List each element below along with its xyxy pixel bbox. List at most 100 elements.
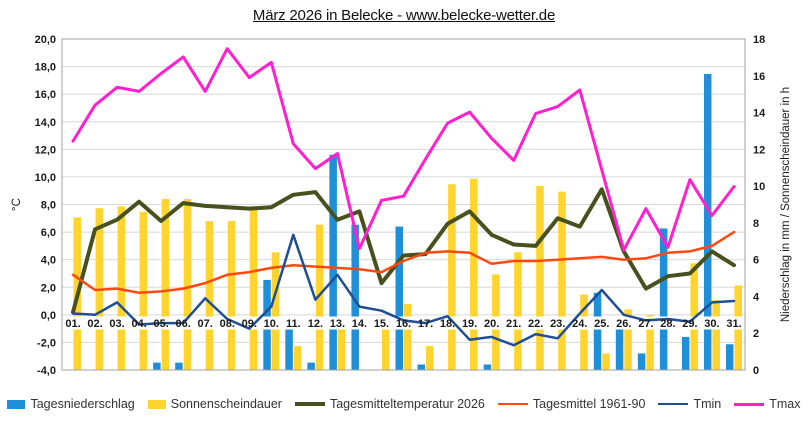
sunshine-bar (448, 184, 456, 370)
x-tick-label: 10. (264, 318, 279, 330)
sunshine-bar (514, 252, 522, 370)
precip-bar (703, 73, 712, 370)
left-axis-title: °C (11, 198, 23, 211)
sunshine-bar (404, 303, 412, 370)
x-tick-label-bg (306, 316, 324, 330)
x-tick-label-bg (86, 316, 104, 330)
x-tick-label-bg (505, 316, 523, 330)
y-tick-label-right: 14 (753, 108, 766, 120)
precip-bar (725, 344, 734, 370)
x-tick-label: 27. (638, 318, 653, 330)
y-tick-label-right: 10 (753, 181, 765, 193)
sunshine-bar (381, 324, 390, 370)
x-tick-label-bg (350, 316, 368, 330)
legend: Tagesniederschlag Sonnenscheindauer Tagesm… (0, 397, 808, 411)
x-tick-label-bg (681, 316, 699, 330)
t6190-line (71, 230, 736, 295)
y-tick-label-left: -2,0 (37, 337, 56, 349)
x-tick-label-bg (593, 316, 611, 330)
precip-bar (285, 318, 293, 370)
sunshine-bar (558, 191, 566, 370)
x-tick-label: 28. (660, 318, 675, 330)
x-tick-label-bg (196, 316, 214, 330)
sunshine-bar (227, 221, 236, 370)
tmin-legend-swatch (658, 402, 689, 406)
x-tick-label: 17. (418, 318, 433, 330)
y-tick-label-left: 4,0 (41, 255, 56, 267)
legend-item-tmin: Tmin (658, 397, 721, 411)
y-tick-label-left: 16,0 (35, 89, 56, 101)
legend-label: Tagesniederschlag (30, 397, 135, 411)
x-tick-label: 23. (550, 318, 565, 330)
precip-bar (417, 364, 426, 370)
x-tick-label: 26. (616, 318, 631, 330)
precip-bar (175, 362, 183, 370)
y-tick-label-right: 0 (753, 365, 759, 377)
precip-bar (659, 228, 668, 370)
precip-bar (593, 292, 602, 370)
x-tick-label: 15. (374, 318, 389, 330)
x-tick-label-bg (615, 316, 633, 330)
sunshine-bar (293, 346, 302, 370)
x-tick-label-bg (483, 316, 501, 330)
x-tick-label-bg (108, 316, 126, 330)
sunshine-bar (249, 206, 258, 370)
y-tick-label-left: 0,0 (41, 310, 56, 322)
x-tick-label: 04. (131, 318, 146, 330)
tmax-legend-swatch (734, 402, 765, 406)
y-tick-label-left: -4,0 (37, 365, 56, 377)
legend-label: Tagesmittel 1961-90 (532, 397, 646, 411)
sunshine-bar (183, 198, 192, 370)
sunshine-bar (602, 353, 610, 370)
y-tick-label-left: 6,0 (41, 227, 56, 239)
y-tick-label-left: 14,0 (35, 117, 56, 129)
legend-item-sunshine: Sonnenscheindauer (147, 397, 282, 411)
y-tick-label-left: 10,0 (35, 172, 56, 184)
x-tick-label: 25. (594, 318, 609, 330)
x-tick-label-bg (527, 316, 545, 330)
precip-bar (351, 224, 359, 370)
legend-item-t2026: Tagesmitteltemperatur 2026 (294, 397, 485, 411)
y-tick-label-left: 12,0 (35, 144, 56, 156)
x-tick-label: 06. (176, 318, 191, 330)
x-tick-label: 05. (153, 318, 168, 330)
tmin-line (71, 233, 736, 347)
x-tick-label-bg (703, 316, 721, 330)
x-tick-label: 16. (396, 318, 411, 330)
sunshine-bar (271, 252, 280, 370)
x-tick-label: 02. (87, 318, 102, 330)
sunshine-bar (646, 314, 654, 370)
tmax-line (71, 47, 736, 252)
x-tick-label: 08. (220, 318, 235, 330)
precip-bar (307, 362, 315, 370)
x-tick-label: 21. (506, 318, 521, 330)
sunshine-bar (470, 178, 478, 370)
y-tick-label-left: 8,0 (41, 200, 56, 212)
y-tick-label-right: 16 (753, 71, 765, 83)
y-tick-label-right: 4 (753, 291, 760, 303)
x-tick-label-bg (372, 316, 390, 330)
x-tick-label: 20. (484, 318, 499, 330)
legend-label: Tagesmitteltemperatur 2026 (329, 397, 485, 411)
legend-label: Sonnenscheindauer (170, 397, 282, 411)
x-tick-label-bg (262, 316, 280, 330)
legend-item-precip: Tagesniederschlag (7, 397, 135, 411)
precip-bar (153, 362, 161, 370)
y-tick-label-right: 2 (753, 328, 759, 340)
sunshine-bar (161, 198, 170, 370)
chart-title: März 2026 in Belecke - www.belecke-wette… (252, 7, 556, 24)
x-tick-label-bg (461, 316, 479, 330)
precip-bar (395, 226, 403, 370)
x-tick-label: 14. (352, 318, 367, 330)
y-tick-label-right: 18 (753, 34, 765, 46)
x-tick-label: 12. (308, 318, 323, 330)
precip-bar (483, 364, 492, 370)
sunshine-bar (139, 211, 148, 370)
x-tick-label: 03. (109, 318, 124, 330)
x-tick-label-bg (64, 316, 82, 330)
right-axis-title: Niederschlag in mm / Sonnenscheindauer i… (780, 87, 792, 322)
x-tick-label: 07. (198, 318, 213, 330)
precip-bar (329, 154, 337, 370)
